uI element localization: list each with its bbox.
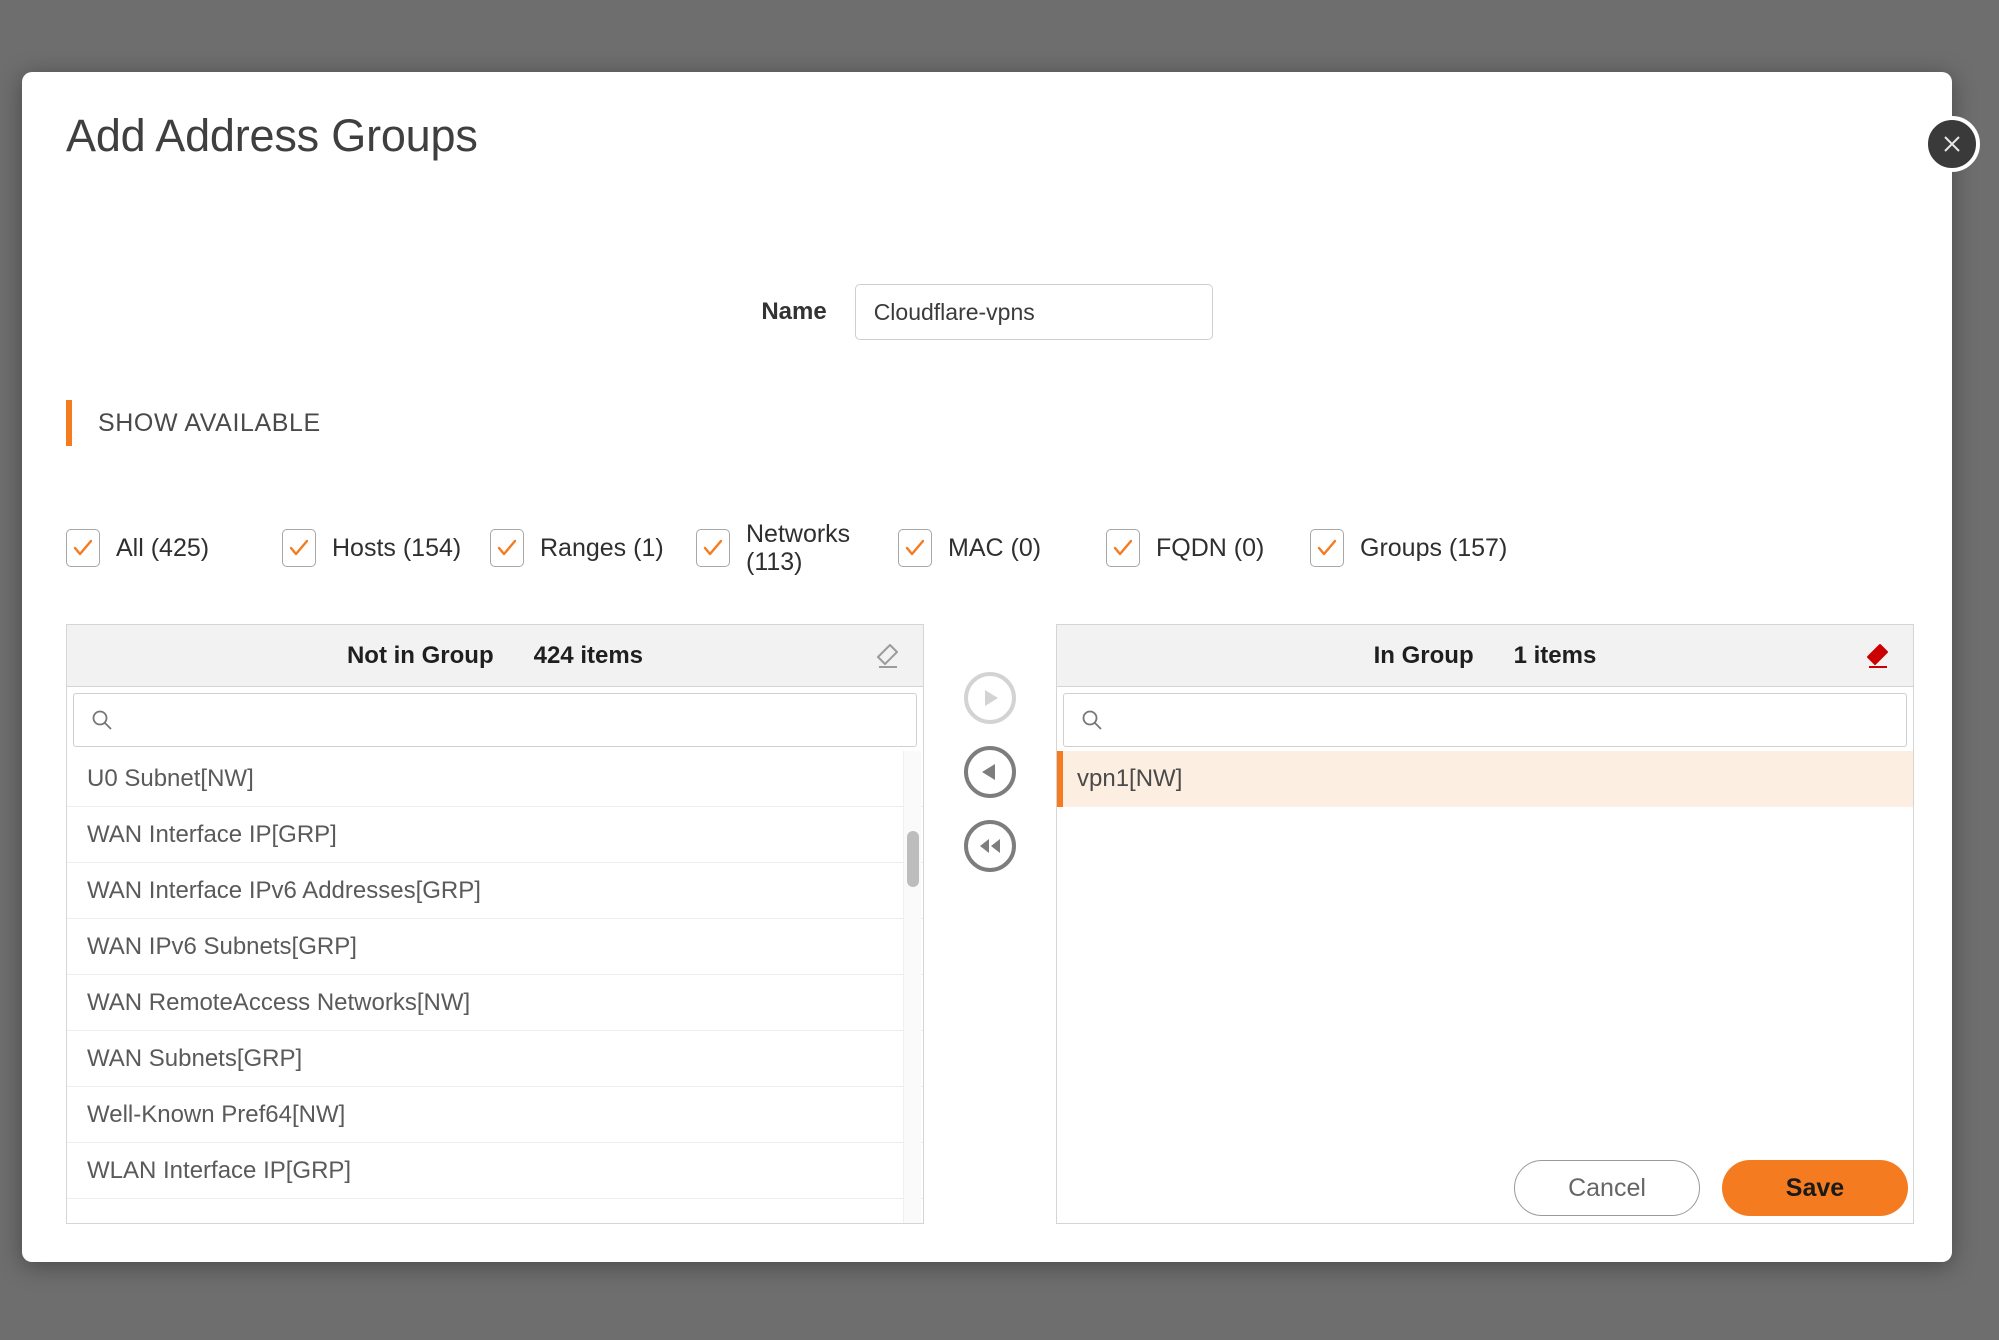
transfer-buttons xyxy=(964,672,1016,872)
filter-checkbox-5[interactable]: FQDN (0) xyxy=(1106,529,1310,567)
search-icon xyxy=(90,708,114,732)
checkbox-icon[interactable] xyxy=(66,529,100,567)
name-input[interactable] xyxy=(854,284,1213,340)
close-icon[interactable] xyxy=(1924,116,1980,172)
list-item[interactable]: U0 Subnet[NW] xyxy=(67,751,923,807)
right-panel-title: In Group xyxy=(1373,641,1474,669)
double-left-icon xyxy=(975,833,1005,859)
left-search-box[interactable] xyxy=(73,693,917,747)
right-search-box[interactable] xyxy=(1063,693,1907,747)
filter-checkbox-3[interactable]: Networks (113) xyxy=(696,520,898,576)
filter-checkbox-label: FQDN (0) xyxy=(1156,534,1265,562)
checkbox-icon[interactable] xyxy=(1310,529,1344,567)
page-title: Add Address Groups xyxy=(66,110,478,161)
list-item[interactable]: Well-Known Pref64[NW] xyxy=(67,1087,923,1143)
checkbox-icon[interactable] xyxy=(490,529,524,567)
play-right-icon xyxy=(977,685,1003,711)
checkbox-icon[interactable] xyxy=(1106,529,1140,567)
list-item[interactable]: vpn1[NW] xyxy=(1057,751,1913,807)
list-item[interactable]: WAN IPv6 Subnets[GRP] xyxy=(67,919,923,975)
right-panel-count: 1 items xyxy=(1513,641,1597,669)
filter-checkbox-label: MAC (0) xyxy=(948,534,1042,562)
filter-checkbox-label: Ranges (1) xyxy=(540,534,664,562)
list-item[interactable]: WLAN Interface IP[GRP] xyxy=(67,1143,923,1199)
move-all-left-button[interactable] xyxy=(964,820,1016,872)
checkbox-icon[interactable] xyxy=(282,529,316,567)
list-item[interactable]: WAN Interface IPv6 Addresses[GRP] xyxy=(67,863,923,919)
left-list-scrollbar[interactable] xyxy=(903,751,921,1223)
dialog-footer: Cancel Save xyxy=(1514,1160,1908,1216)
add-address-groups-dialog: Add Address Groups Name SHOW AVAILABLE A… xyxy=(22,72,1980,1262)
search-icon xyxy=(1080,708,1104,732)
left-eraser-icon[interactable] xyxy=(871,641,901,671)
checkbox-icon[interactable] xyxy=(898,529,932,567)
name-field-row: Name xyxy=(22,284,1952,340)
left-panel-count: 424 items xyxy=(533,641,644,669)
right-panel-header: In Group 1 items xyxy=(1057,625,1913,687)
list-item[interactable]: WAN Subnets[GRP] xyxy=(67,1031,923,1087)
list-item[interactable]: WAN RemoteAccess Networks[NW] xyxy=(67,975,923,1031)
show-available-section: SHOW AVAILABLE xyxy=(66,400,321,446)
right-search-input[interactable] xyxy=(1118,694,1906,746)
move-right-button xyxy=(964,672,1016,724)
left-list: U0 Subnet[NW] WAN Interface IP[GRP] WAN In… xyxy=(67,751,923,1223)
right-eraser-icon[interactable] xyxy=(1861,641,1891,671)
section-accent-bar xyxy=(66,400,72,446)
in-group-panel: In Group 1 items vpn1[NW xyxy=(1056,624,1914,1224)
filter-checkbox-label: Networks (113) xyxy=(746,520,851,576)
left-panel-header: Not in Group 424 items xyxy=(67,625,923,687)
save-button[interactable]: Save xyxy=(1722,1160,1908,1216)
left-search-input[interactable] xyxy=(128,694,916,746)
left-scrollbar-thumb[interactable] xyxy=(907,831,919,887)
checkbox-icon[interactable] xyxy=(696,529,730,567)
play-left-icon xyxy=(977,759,1003,785)
filter-checkbox-0[interactable]: All (425) xyxy=(66,529,282,567)
right-list: vpn1[NW] xyxy=(1057,751,1913,1223)
not-in-group-panel: Not in Group 424 items xyxy=(66,624,924,1224)
move-left-button[interactable] xyxy=(964,746,1016,798)
filter-checkbox-2[interactable]: Ranges (1) xyxy=(490,529,696,567)
left-panel-title: Not in Group xyxy=(346,641,494,669)
filter-checkbox-label: Hosts (154) xyxy=(332,534,462,562)
section-title: SHOW AVAILABLE xyxy=(98,408,321,437)
filter-checkbox-1[interactable]: Hosts (154) xyxy=(282,529,490,567)
filter-checkbox-row: All (425) Hosts (154) Ranges (1) Networks (… xyxy=(66,520,1914,576)
filter-checkbox-6[interactable]: Groups (157) xyxy=(1310,529,1507,567)
filter-checkbox-label: Groups (157) xyxy=(1360,534,1508,562)
list-item[interactable]: WAN Interface IP[GRP] xyxy=(67,807,923,863)
transfer-area: Not in Group 424 items xyxy=(66,624,1914,1224)
filter-checkbox-4[interactable]: MAC (0) xyxy=(898,529,1106,567)
filter-checkbox-label: All (425) xyxy=(116,534,210,562)
name-label: Name xyxy=(761,298,827,325)
cancel-button[interactable]: Cancel xyxy=(1514,1160,1700,1216)
